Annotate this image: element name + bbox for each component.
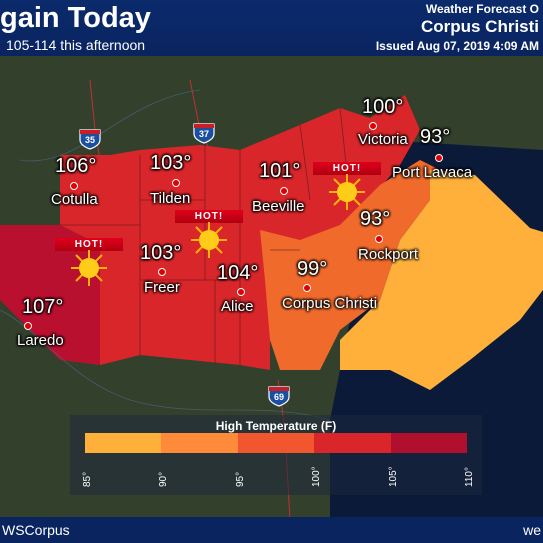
highway-number: 35 <box>84 135 95 145</box>
city-temp: 104° <box>217 262 259 284</box>
city-temp: 103° <box>150 152 192 174</box>
footer-website[interactable]: we <box>523 522 541 538</box>
city-label: Beeville <box>252 198 305 215</box>
legend-tick: 90° <box>158 471 169 487</box>
legend-swatch <box>161 433 238 453</box>
highway-number: 37 <box>198 129 209 139</box>
city-marker <box>158 268 166 276</box>
city-marker <box>375 235 383 243</box>
hot-label: HOT! <box>313 162 381 175</box>
page-subtitle: 105-114 this afternoon <box>6 37 146 53</box>
city-marker <box>280 187 288 195</box>
interstate-shield-icon <box>193 123 215 144</box>
legend-swatch <box>85 433 162 453</box>
city-temp: 93° <box>420 126 451 148</box>
city-label: Alice <box>221 298 254 315</box>
sun-icon <box>191 222 227 258</box>
highway-shield: 35 <box>78 128 102 150</box>
legend-color-bar <box>85 433 468 453</box>
issued-time: Issued Aug 07, 2019 4:09 AM <box>375 39 539 53</box>
city-label: Rockport <box>358 246 419 263</box>
city-marker <box>369 122 377 130</box>
city-temp: 99° <box>297 258 328 280</box>
city-temp: 93° <box>360 208 391 230</box>
city-label: Freer <box>144 279 180 296</box>
heat-zone-mild <box>340 170 543 390</box>
footer-social-handle[interactable]: WSCorpus <box>2 522 70 538</box>
city-temp: 101° <box>259 160 301 182</box>
heat-zone-extreme <box>0 225 100 365</box>
city-label: Cotulla <box>51 191 98 208</box>
city-marker <box>303 284 311 292</box>
office-name: Corpus Christi <box>420 17 539 36</box>
city-marker <box>24 322 32 330</box>
hot-badge: HOT! <box>55 238 123 288</box>
sun-icon <box>329 174 365 210</box>
city-marker <box>237 288 245 296</box>
hot-badge: HOT! <box>313 162 381 212</box>
city-temp: 103° <box>140 242 182 264</box>
heat-zone-moderate <box>260 160 470 370</box>
header-right-caption: Weather Forecast O <box>425 2 539 16</box>
hot-label: HOT! <box>55 238 123 251</box>
legend-tick: 95° <box>235 471 246 487</box>
sun-icon <box>71 250 107 286</box>
legend-title: High Temperature (F) <box>215 419 337 433</box>
interstate-shield-icon <box>79 129 101 150</box>
city-label: Tilden <box>150 190 191 207</box>
city-label: Port Lavaca <box>392 164 473 181</box>
legend-tick: 85° <box>82 471 93 487</box>
legend-tick: 105° <box>388 466 399 487</box>
highway-shield: 37 <box>192 122 216 144</box>
highway-shield: 69 <box>267 385 291 407</box>
header-bar: gain Today 105-114 this afternoon Weathe… <box>0 0 543 56</box>
interstate-shield-icon <box>268 386 290 407</box>
page-title: gain Today <box>0 2 151 34</box>
city-marker <box>172 179 180 187</box>
city-label: Laredo <box>17 332 64 349</box>
legend-swatch <box>237 433 315 453</box>
legend-tick: 100° <box>311 466 322 487</box>
hot-badge: HOT! <box>175 210 243 260</box>
highway-number: 69 <box>273 392 284 402</box>
hot-label: HOT! <box>175 210 243 223</box>
city-marker <box>435 154 443 162</box>
legend-swatch <box>390 433 468 453</box>
city-label: Victoria <box>358 131 408 148</box>
footer-bar: WSCorpus we <box>0 517 543 543</box>
city-temp: 106° <box>55 155 97 177</box>
temperature-legend: High Temperature (F) 85° 90° 95° 100° 10… <box>70 415 482 495</box>
legend-tick: 110° <box>464 467 475 487</box>
city-temp: 107° <box>22 296 64 318</box>
city-temp: 100° <box>362 96 404 118</box>
city-label: Corpus Christi <box>282 295 378 312</box>
legend-swatch <box>314 433 391 453</box>
city-marker <box>70 182 78 190</box>
